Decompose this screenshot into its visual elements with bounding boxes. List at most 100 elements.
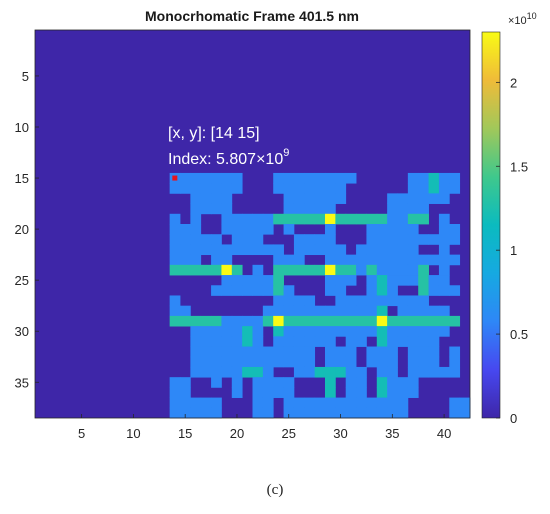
- heatmap-cell: [376, 213, 388, 225]
- y-tick-label: 20: [15, 222, 29, 237]
- heatmap-cell: [366, 346, 378, 358]
- heatmap-cell: [211, 366, 222, 378]
- heatmap-cell: [387, 203, 398, 215]
- heatmap-cell: [169, 224, 181, 235]
- heatmap-cell: [180, 224, 191, 235]
- heatmap-cell: [200, 315, 212, 327]
- heatmap-cell: [190, 366, 202, 378]
- heatmap-cell: [200, 366, 212, 378]
- heatmap-cell: [418, 172, 429, 184]
- heatmap-cell: [180, 244, 191, 256]
- heatmap-cell: [283, 356, 295, 368]
- heatmap-cell: [449, 254, 461, 266]
- heatmap-cell: [418, 203, 429, 215]
- heatmap-cell: [387, 346, 398, 358]
- heatmap-cell: [273, 387, 284, 398]
- heatmap-cell: [293, 397, 305, 409]
- heatmap-cell: [190, 346, 202, 358]
- heatmap-cell: [211, 203, 222, 215]
- heatmap-cell: [190, 183, 202, 194]
- heatmap-cell: [252, 224, 264, 235]
- heatmap-cell: [335, 356, 347, 368]
- heatmap-cell: [283, 407, 295, 419]
- heatmap-cell: [356, 377, 367, 388]
- heatmap-cell: [397, 326, 409, 337]
- heatmap-cell: [304, 336, 316, 347]
- heatmap-cell: [428, 315, 440, 327]
- heatmap-cell: [428, 183, 440, 194]
- heatmap-cell: [211, 193, 222, 204]
- heatmap-cell: [376, 315, 388, 327]
- heatmap-cell: [180, 377, 191, 388]
- heatmap-cell: [200, 346, 212, 358]
- heatmap-cell: [387, 336, 398, 347]
- heatmap-cell: [262, 213, 274, 225]
- heatmap-cell: [387, 387, 398, 398]
- heatmap-cell: [418, 356, 429, 368]
- heatmap-cell: [345, 397, 357, 409]
- heatmap-cell: [407, 275, 419, 286]
- heatmap-cell: [376, 234, 388, 245]
- heatmap-cell: [211, 234, 222, 245]
- heatmap-cell: [376, 336, 388, 347]
- heatmap-cell: [366, 295, 378, 307]
- heatmap-cell: [283, 377, 295, 388]
- heatmap-cell: [180, 305, 191, 317]
- heatmap-cell: [200, 397, 212, 409]
- heatmap-cell: [397, 387, 409, 398]
- heatmap-cell: [376, 224, 388, 235]
- heatmap-cell: [449, 224, 461, 235]
- heatmap-cell: [376, 356, 388, 368]
- heatmap-cell: [438, 172, 450, 184]
- heatmap-cell: [397, 244, 409, 256]
- heatmap-cell: [459, 407, 471, 419]
- heatmap-cell: [356, 326, 367, 337]
- heatmap-cell: [387, 224, 398, 235]
- heatmap-cell: [407, 377, 419, 388]
- heatmap-cell: [449, 183, 461, 194]
- heatmap-cell: [345, 315, 357, 327]
- heatmap-cell: [418, 305, 429, 317]
- y-axis: 5 10 15 20 25 30 35: [15, 69, 39, 390]
- heatmap-cell: [283, 295, 295, 307]
- heatmap-cell: [387, 356, 398, 368]
- heatmap-cell: [325, 244, 336, 256]
- heatmap-cell: [335, 326, 347, 337]
- heatmap-cell: [169, 244, 181, 256]
- heatmap-cell: [376, 264, 388, 276]
- heatmap-cell: [335, 254, 347, 266]
- heatmap-cell: [428, 356, 440, 368]
- heatmap-cell: [262, 377, 274, 388]
- heatmap-cell: [252, 213, 264, 225]
- heatmap-cell: [252, 234, 264, 245]
- heatmap-cell: [335, 366, 347, 378]
- heatmap-cell: [397, 397, 409, 409]
- heatmap-cell: [211, 356, 222, 368]
- heatmap-cell: [169, 407, 181, 419]
- heatmap-cell: [190, 224, 202, 235]
- heatmap-cell: [231, 387, 243, 398]
- heatmap-cell: [304, 407, 316, 419]
- heatmap-cell: [283, 213, 295, 225]
- heatmap-cell: [387, 397, 398, 409]
- heatmap-cell: [345, 305, 357, 317]
- heatmap-cell: [407, 224, 419, 235]
- heatmap-cell: [376, 285, 388, 296]
- heatmap-cell: [169, 377, 181, 388]
- heatmap-cell: [345, 254, 357, 266]
- heatmap-cell: [304, 203, 316, 215]
- heatmap-cell: [231, 336, 243, 347]
- heatmap-cell: [211, 285, 222, 296]
- heatmap-cell: [356, 387, 367, 398]
- heatmap-cell: [262, 244, 274, 256]
- heatmap-cell: [283, 285, 295, 296]
- heatmap-cell: [190, 264, 202, 276]
- heatmap-cell: [397, 295, 409, 307]
- heatmap-cell: [231, 183, 243, 194]
- heatmap-cell: [293, 203, 305, 215]
- heatmap-cell: [211, 336, 222, 347]
- colorbar-axis: 0 0.5 1 1.5 2: [496, 75, 528, 426]
- heatmap-cell: [262, 366, 274, 378]
- heatmap-cell: [438, 305, 450, 317]
- heatmap-cell: [231, 244, 243, 256]
